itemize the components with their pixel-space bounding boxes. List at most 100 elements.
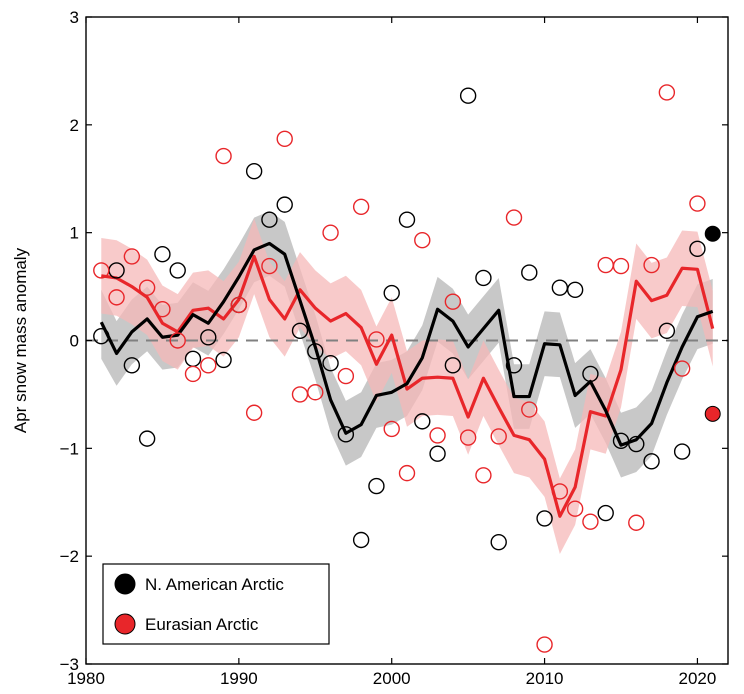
point-n-american-arctic — [138, 430, 156, 447]
point-eurasian-arctic — [673, 360, 691, 377]
x-tick-label: 1980 — [67, 669, 105, 688]
highlight-point-eurasian-arctic — [704, 405, 721, 422]
point-eurasian-arctic — [123, 248, 141, 265]
point-n-american-arctic — [383, 284, 400, 302]
point-eurasian-arctic — [505, 209, 523, 226]
point-eurasian-arctic — [368, 331, 385, 348]
point-n-american-arctic — [291, 322, 309, 339]
point-n-american-arctic — [597, 504, 614, 522]
point-n-american-arctic — [352, 531, 370, 549]
point-eurasian-arctic — [108, 289, 125, 306]
point-eurasian-arctic — [276, 130, 293, 148]
point-n-american-arctic — [459, 87, 477, 104]
point-n-american-arctic — [628, 435, 645, 453]
point-n-american-arctic — [368, 477, 385, 495]
point-eurasian-arctic — [352, 198, 370, 215]
legend-label-eurasian-arctic: Eurasian Arctic — [145, 615, 259, 634]
x-tick-label: 1990 — [220, 669, 258, 688]
y-tick-label: 0 — [70, 332, 79, 351]
legend: N. American Arctic Eurasian Arctic — [102, 563, 330, 645]
point-n-american-arctic — [337, 426, 355, 443]
point-eurasian-arctic — [612, 257, 630, 275]
point-eurasian-arctic — [200, 357, 217, 374]
point-n-american-arctic — [429, 445, 446, 462]
point-n-american-arctic — [245, 163, 263, 180]
point-n-american-arctic — [658, 322, 676, 339]
data-points — [93, 84, 721, 653]
point-eurasian-arctic — [582, 513, 599, 530]
point-eurasian-arctic — [566, 500, 584, 517]
point-n-american-arctic — [276, 196, 293, 213]
point-n-american-arctic — [582, 365, 599, 383]
point-eurasian-arctic — [245, 404, 263, 421]
point-eurasian-arctic — [536, 636, 553, 653]
legend-box — [102, 563, 330, 645]
point-eurasian-arctic — [689, 195, 706, 212]
y-tick-label: 2 — [70, 116, 79, 135]
axis-tick-labels: 1980 1990 2000 2010 2020 −3 −2 −1 0 1 2 3 — [60, 8, 717, 688]
point-n-american-arctic — [215, 351, 232, 369]
point-n-american-arctic — [536, 510, 553, 527]
mean-line-eurasian-arctic — [101, 254, 715, 518]
point-n-american-arctic — [184, 350, 202, 368]
point-eurasian-arctic — [398, 464, 416, 482]
point-n-american-arctic — [307, 343, 324, 360]
point-eurasian-arctic — [643, 256, 660, 274]
point-eurasian-arctic — [521, 401, 538, 418]
point-eurasian-arctic — [414, 232, 431, 249]
point-n-american-arctic — [643, 453, 660, 470]
x-tick-label: 2000 — [373, 669, 411, 688]
y-tick-label: 3 — [70, 8, 79, 27]
x-tick-label: 2010 — [526, 669, 564, 688]
point-eurasian-arctic — [628, 514, 645, 531]
point-eurasian-arctic — [93, 262, 110, 279]
point-n-american-arctic — [612, 432, 630, 449]
point-eurasian-arctic — [551, 483, 569, 500]
point-n-american-arctic — [414, 413, 431, 430]
point-eurasian-arctic — [597, 256, 614, 274]
legend-marker-eurasian-arctic — [114, 613, 136, 635]
y-tick-label: 1 — [70, 224, 79, 243]
axis-ticks — [85, 16, 728, 665]
point-n-american-arctic — [123, 357, 141, 374]
point-eurasian-arctic — [322, 224, 339, 241]
point-n-american-arctic — [154, 246, 171, 263]
point-eurasian-arctic — [261, 257, 278, 275]
mean-line-n-american-arctic — [99, 241, 714, 447]
point-eurasian-arctic — [337, 367, 355, 385]
y-tick-label: −2 — [60, 547, 79, 566]
point-eurasian-arctic — [383, 420, 400, 438]
x-tick-label: 2020 — [679, 669, 717, 688]
point-eurasian-arctic — [138, 279, 156, 296]
point-eurasian-arctic — [230, 296, 248, 314]
point-eurasian-arctic — [307, 384, 324, 401]
point-n-american-arctic — [322, 354, 339, 372]
point-n-american-arctic — [521, 264, 538, 281]
point-eurasian-arctic — [475, 467, 492, 484]
point-n-american-arctic — [566, 281, 584, 299]
point-n-american-arctic — [490, 533, 507, 551]
point-eurasian-arctic — [154, 301, 171, 318]
point-eurasian-arctic — [184, 365, 202, 383]
point-eurasian-arctic — [429, 427, 446, 444]
point-eurasian-arctic — [291, 386, 309, 403]
point-eurasian-arctic — [490, 428, 507, 445]
point-n-american-arctic — [444, 357, 462, 374]
point-n-american-arctic — [551, 279, 569, 296]
point-n-american-arctic — [673, 443, 691, 460]
legend-label-n-american-arctic: N. American Arctic — [145, 575, 284, 594]
point-eurasian-arctic — [459, 429, 477, 446]
point-eurasian-arctic — [169, 332, 186, 349]
point-n-american-arctic — [261, 211, 278, 228]
mean-lines — [99, 241, 715, 518]
y-axis-title: Apr snow mass anomaly — [11, 247, 30, 433]
point-n-american-arctic — [505, 357, 523, 374]
point-n-american-arctic — [200, 329, 217, 346]
y-tick-label: −1 — [60, 439, 79, 458]
point-n-american-arctic — [689, 240, 706, 258]
point-eurasian-arctic — [658, 84, 676, 101]
highlight-point-n-american-arctic — [704, 225, 721, 242]
point-eurasian-arctic — [444, 293, 462, 310]
point-n-american-arctic — [398, 211, 416, 228]
